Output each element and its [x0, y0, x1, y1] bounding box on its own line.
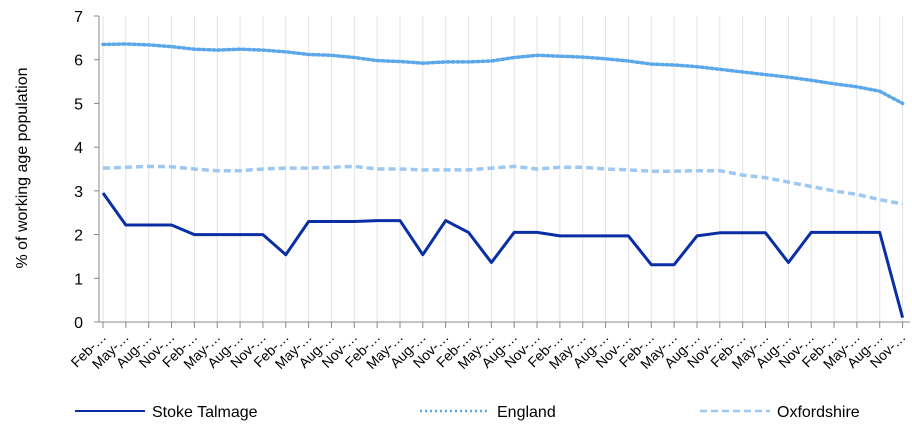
y-tick-label: 1	[74, 271, 83, 288]
y-tick-label: 3	[74, 184, 83, 201]
y-tick-label: 6	[74, 53, 83, 70]
legend-label-england: England	[497, 404, 556, 421]
y-tick-label: 4	[74, 140, 83, 157]
axis-labels: 01234567Feb-…May-…Aug-…Nov-…Feb-…May-…Au…	[68, 9, 909, 372]
y-tick-label: 2	[74, 228, 83, 245]
y-axis-title: % of working age population	[14, 67, 31, 268]
legend-label-oxfordshire: Oxfordshire	[777, 404, 860, 421]
y-tick-label: 0	[74, 315, 83, 332]
series-line-england	[101, 42, 905, 106]
axes	[94, 15, 910, 328]
series-lines	[101, 42, 905, 318]
y-tick-label: 7	[74, 9, 83, 26]
legend-label-stoke-talmage: Stoke Talmage	[152, 404, 258, 421]
series-line-oxfordshire	[102, 164, 903, 206]
y-tick-label: 5	[74, 96, 83, 113]
series-line-stoke-talmage	[101, 192, 905, 318]
legend: Stoke Talmage England Oxfordshire	[75, 404, 860, 421]
